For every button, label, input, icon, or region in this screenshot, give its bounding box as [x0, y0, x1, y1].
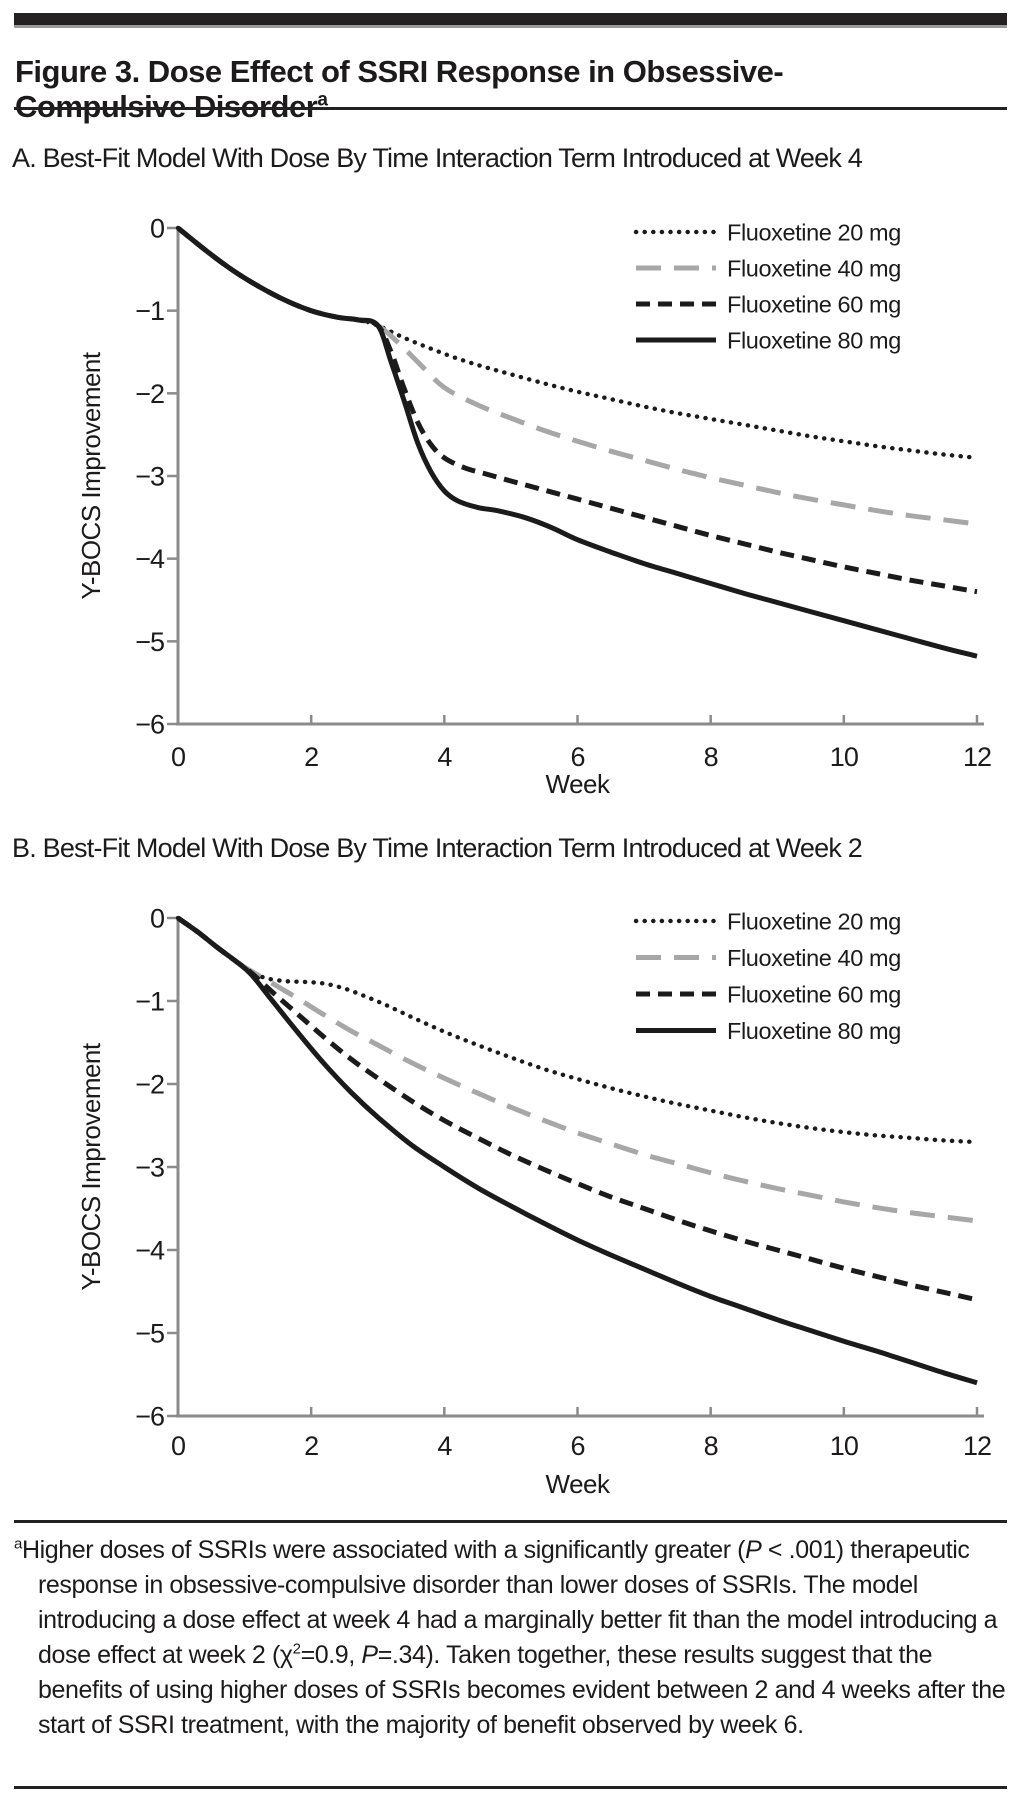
legend-label: Fluoxetine 40 mg: [727, 256, 901, 282]
x-tick-label: 4: [437, 1431, 452, 1461]
x-tick-label: 0: [171, 1431, 185, 1461]
y-axis-label: Y-BOCS Improvement: [76, 1042, 106, 1291]
series-line-fluoxetine-20-mg: [175, 915, 980, 1145]
y-tick-label: −3: [135, 462, 164, 492]
y-axis-label: Y-BOCS Improvement: [76, 351, 106, 600]
x-tick-label: 4: [437, 742, 452, 772]
y-tick-label: −2: [135, 379, 164, 409]
x-axis-label: Week: [546, 769, 611, 799]
panel-a-heading: A. Best-Fit Model With Dose By Time Inte…: [12, 143, 863, 173]
y-tick-label: −1: [135, 296, 164, 326]
top-accent-bar: [14, 13, 1007, 25]
footnote-divider-rule: [14, 1520, 1007, 1523]
series-line-fluoxetine-60-mg: [176, 915, 978, 1303]
series-line-fluoxetine-80-mg: [176, 226, 978, 659]
legend: Fluoxetine 20 mg Fluoxetine 40 mg Fluoxeti…: [633, 909, 901, 1044]
axes: 0−1−2−3−4−5−60 2 4 6 8 10 12: [135, 904, 992, 1462]
y-tick-label: −1: [135, 987, 164, 1017]
x-axis-label: Week: [546, 1469, 611, 1499]
legend-label: Fluoxetine 80 mg: [727, 1018, 901, 1044]
x-tick-label: 10: [830, 1431, 858, 1461]
x-tick-label: 12: [963, 1431, 991, 1461]
figure-title: Figure 3. Dose Effect of SSRI Response i…: [15, 54, 875, 124]
x-tick-label: 6: [570, 1431, 584, 1461]
legend-label: Fluoxetine 60 mg: [727, 982, 901, 1008]
series-line-fluoxetine-20-mg: [175, 225, 980, 460]
footnote-text: aHigher doses of SSRIs were associated w…: [14, 1533, 1009, 1743]
series-lines: [175, 915, 980, 1386]
figure-title-text: Figure 3. Dose Effect of SSRI Response i…: [15, 53, 784, 124]
panel-b-heading: B. Best-Fit Model With Dose By Time Inte…: [12, 833, 863, 863]
footnote-segment: a: [14, 1535, 22, 1553]
footnote-segment: Higher doses of SSRIs were associated wi…: [21, 1536, 746, 1564]
y-tick-label: 0: [150, 904, 164, 934]
y-tick-label: −6: [135, 710, 164, 740]
y-tick-label: −6: [135, 1402, 164, 1432]
y-tick-label: −4: [135, 544, 165, 574]
x-tick-label: 0: [171, 742, 185, 772]
y-tick-label: −5: [135, 1319, 164, 1349]
x-tick-label: 10: [830, 742, 858, 772]
title-divider-rule: [14, 107, 1007, 110]
x-tick-label: 6: [570, 742, 584, 772]
series-line-fluoxetine-80-mg: [176, 915, 978, 1386]
figure-title-footnote-marker: a: [317, 89, 328, 111]
legend: Fluoxetine 20 mg Fluoxetine 40 mg Fluoxeti…: [633, 220, 901, 354]
x-tick-label: 8: [704, 1431, 718, 1461]
legend-label: Fluoxetine 60 mg: [727, 292, 901, 318]
legend-label: Fluoxetine 20 mg: [727, 909, 901, 935]
y-tick-label: 0: [150, 214, 164, 244]
x-tick-label: 2: [304, 742, 318, 772]
x-tick-label: 8: [704, 742, 718, 772]
x-tick-label: 2: [304, 1431, 318, 1461]
y-tick-label: −2: [135, 1070, 164, 1100]
footnote-segment: P: [745, 1536, 762, 1564]
legend-label: Fluoxetine 80 mg: [727, 328, 901, 354]
series-line-fluoxetine-40-mg: [176, 915, 978, 1224]
footnote-segment: =0.9,: [300, 1641, 362, 1669]
y-tick-label: −4: [135, 1236, 165, 1266]
axes: 0−1−2−3−4−5−60 2 4 6 8 10 12: [135, 214, 992, 773]
top-accent-bar-shadow: [14, 25, 1007, 28]
legend-label: Fluoxetine 40 mg: [727, 945, 901, 971]
footnote-segment: =.34). Taken together, these results sug…: [38, 1641, 1006, 1739]
footnote-segment: 2: [292, 1640, 301, 1658]
x-tick-label: 12: [963, 742, 991, 772]
series-lines: [175, 225, 980, 659]
y-tick-label: −5: [135, 627, 164, 657]
legend-label: Fluoxetine 20 mg: [727, 220, 901, 246]
y-tick-label: −3: [135, 1153, 164, 1183]
footnote-segment: P: [361, 1641, 378, 1669]
bottom-rule: [14, 1786, 1007, 1789]
footnote-segment: < .001) therapeutic response in obsessiv…: [38, 1536, 998, 1669]
